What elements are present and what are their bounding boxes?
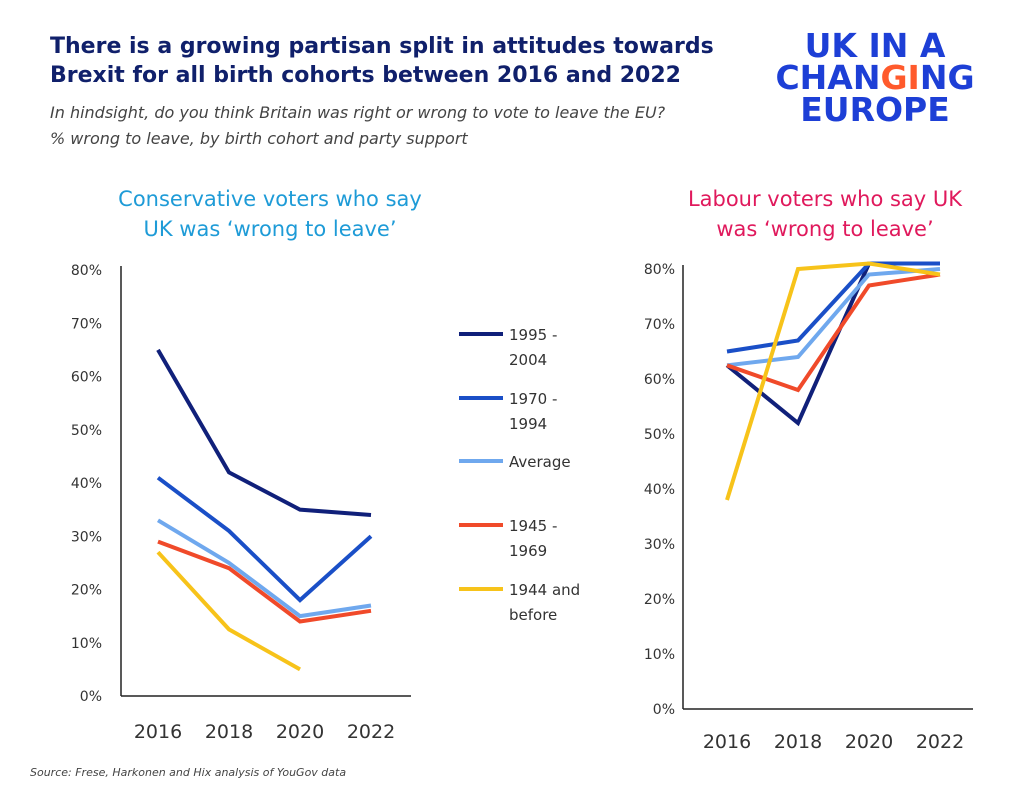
conservative-y-tick-label: 30% xyxy=(71,529,102,545)
legend-label-1: 1994 xyxy=(509,415,547,433)
source-note: Source: Frese, Harkonen and Hix analysis… xyxy=(30,766,347,779)
labour-y-tick-label: 10% xyxy=(644,647,675,663)
labour-y-tick-label: 40% xyxy=(644,482,675,498)
labour-series-line-1 xyxy=(726,261,940,354)
title-line-1: There is a growing partisan split in att… xyxy=(50,34,714,59)
labour-y-tick-label: 50% xyxy=(644,427,675,443)
labour-y-tick-label: 20% xyxy=(644,592,675,608)
conservative-y-tick-label: 0% xyxy=(80,689,102,705)
logo-line-2-pre: CHAN xyxy=(775,58,881,97)
title-line-2: Brexit for all birth cohorts between 201… xyxy=(50,63,681,88)
conservative-series-line-4 xyxy=(156,550,301,672)
conservative-y-tick-label: 60% xyxy=(71,370,102,386)
conservative-x-tick-label: 2016 xyxy=(134,721,182,743)
conservative-title-line-2: UK was ‘wrong to leave’ xyxy=(143,217,397,241)
logo-line-2-mid: I xyxy=(907,58,920,97)
conservative-y-tick-label: 50% xyxy=(71,423,102,439)
logo-line-3: EUROPE xyxy=(800,90,950,129)
conservative-chart-title: Conservative voters who say UK was ‘wron… xyxy=(85,184,455,244)
legend-label-0: 2004 xyxy=(509,351,547,369)
conservative-x-tick-label: 2018 xyxy=(205,721,253,743)
logo-line-2-post: NG xyxy=(919,58,975,97)
labour-x-tick-label: 2016 xyxy=(703,731,751,753)
labour-y-tick-label: 30% xyxy=(644,537,675,553)
legend-label-0: 1995 - xyxy=(509,326,557,344)
conservative-y-tick-label: 20% xyxy=(71,583,102,599)
page-subtitle: In hindsight, do you think Britain was r… xyxy=(50,100,770,152)
labour-title-line-2: was ‘wrong to leave’ xyxy=(716,217,934,241)
legend-label-1: 1970 - xyxy=(509,390,557,408)
logo-line-2: CHANGING xyxy=(770,61,980,94)
conservative-series-line-1 xyxy=(156,476,373,603)
subtitle-line-2: % wrong to leave, by birth cohort and pa… xyxy=(50,129,468,148)
conservative-x-tick-label: 2022 xyxy=(347,721,395,743)
labour-series-line-3 xyxy=(726,272,941,393)
labour-y-tick-label: 60% xyxy=(644,372,675,388)
conservative-series-line-0 xyxy=(156,348,372,517)
labour-y-tick-label: 0% xyxy=(653,702,675,718)
page-title: There is a growing partisan split in att… xyxy=(50,32,750,90)
conservative-y-tick-label: 10% xyxy=(71,636,102,652)
uk-in-a-changing-europe-logo: UK IN A CHANGING EUROPE xyxy=(770,26,980,129)
labour-y-tick-label: 70% xyxy=(644,317,675,333)
labour-chart-title: Labour voters who say UK was ‘wrong to l… xyxy=(640,184,1010,244)
labour-title-line-1: Labour voters who say UK xyxy=(687,187,963,211)
logo-line-1: UK IN A xyxy=(804,26,946,65)
labour-y-tick-label: 80% xyxy=(644,262,675,278)
conservative-series-line-2 xyxy=(156,518,372,619)
labour-x-tick-label: 2018 xyxy=(774,731,822,753)
labour-series-line-2 xyxy=(726,267,941,368)
conservative-y-tick-label: 70% xyxy=(71,316,102,332)
conservative-y-tick-label: 40% xyxy=(71,476,102,492)
conservative-title-line-1: Conservative voters who say xyxy=(118,187,422,211)
labour-x-tick-label: 2020 xyxy=(845,731,893,753)
logo-line-2-accent: G xyxy=(880,58,908,97)
labour-x-tick-label: 2022 xyxy=(916,731,964,753)
legend-label-2: Average xyxy=(509,453,571,471)
conservative-y-tick-label: 80% xyxy=(71,263,102,279)
legend-label-4: before xyxy=(509,606,557,624)
labour-series-line-4 xyxy=(725,261,941,501)
conservative-series-line-3 xyxy=(157,539,372,624)
legend-label-3: 1945 - xyxy=(509,517,557,535)
conservative-x-tick-label: 2020 xyxy=(276,721,324,743)
subtitle-line-1: In hindsight, do you think Britain was r… xyxy=(50,103,666,122)
legend-label-4: 1944 and xyxy=(509,581,580,599)
legend-label-3: 1969 xyxy=(509,542,547,560)
